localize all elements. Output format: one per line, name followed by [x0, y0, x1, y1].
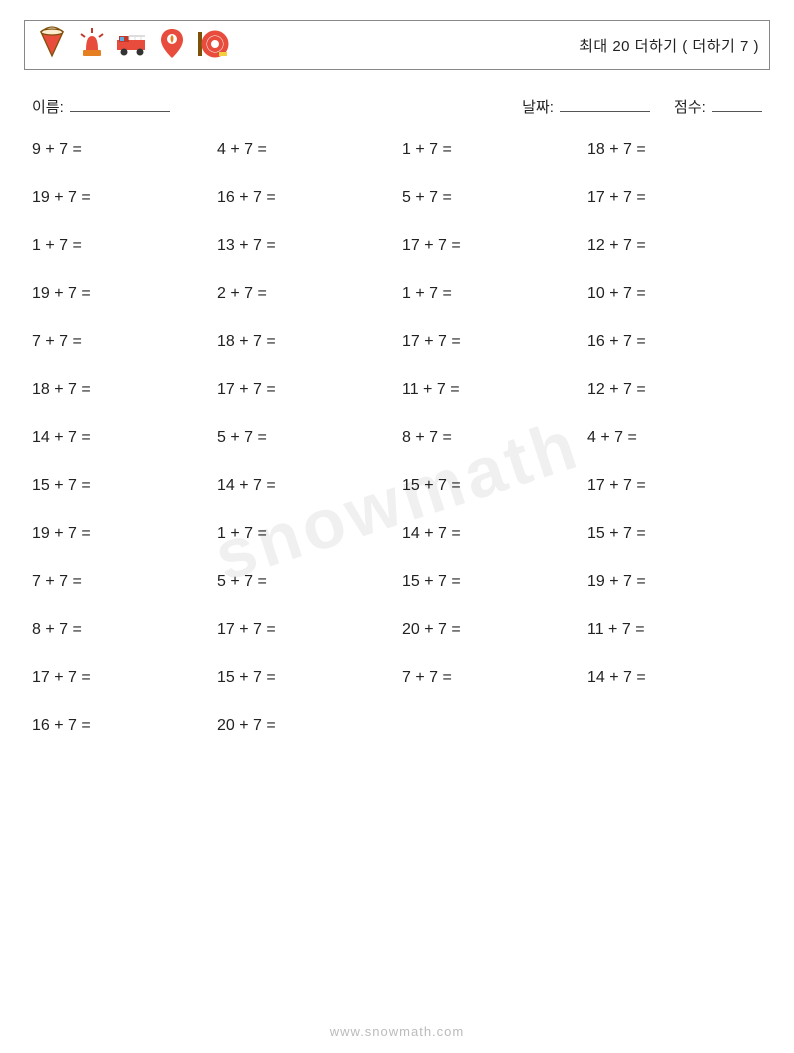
problem-cell: 8 + 7 =	[402, 429, 577, 447]
problem-cell: 5 + 7 =	[217, 429, 392, 447]
name-label: 이름:	[32, 99, 64, 116]
problem-cell: 11 + 7 =	[402, 381, 577, 399]
problem-cell	[587, 717, 762, 735]
problem-cell: 1 + 7 =	[32, 237, 207, 255]
problem-cell: 7 + 7 =	[32, 573, 207, 591]
problem-cell: 15 + 7 =	[402, 477, 577, 495]
problem-cell: 4 + 7 =	[587, 429, 762, 447]
problem-cell: 18 + 7 =	[587, 141, 762, 159]
firetruck-icon	[115, 26, 149, 65]
problem-cell: 15 + 7 =	[587, 525, 762, 543]
problem-cell: 9 + 7 =	[32, 141, 207, 159]
meta-row: 이름: 날짜: 점수:	[32, 96, 762, 117]
problem-cell: 17 + 7 =	[402, 333, 577, 351]
problem-cell: 20 + 7 =	[217, 717, 392, 735]
problem-cell: 11 + 7 =	[587, 621, 762, 639]
score-field: 점수:	[674, 96, 762, 117]
problem-cell: 14 + 7 =	[587, 669, 762, 687]
problem-cell: 10 + 7 =	[587, 285, 762, 303]
problem-cell: 5 + 7 =	[217, 573, 392, 591]
problem-cell: 1 + 7 =	[217, 525, 392, 543]
problem-cell: 15 + 7 =	[32, 477, 207, 495]
problem-cell: 16 + 7 =	[587, 333, 762, 351]
problem-cell: 18 + 7 =	[217, 333, 392, 351]
problem-cell: 12 + 7 =	[587, 381, 762, 399]
score-label: 점수:	[674, 99, 706, 116]
worksheet-title: 최대 20 더하기 ( 더하기 7 )	[579, 35, 759, 56]
problem-cell: 19 + 7 =	[32, 285, 207, 303]
problem-cell: 17 + 7 =	[217, 621, 392, 639]
bucket-icon	[35, 26, 69, 65]
siren-icon	[75, 26, 109, 65]
problem-cell: 20 + 7 =	[402, 621, 577, 639]
date-label: 날짜:	[522, 99, 554, 116]
score-blank[interactable]	[712, 97, 762, 112]
problem-cell: 2 + 7 =	[217, 285, 392, 303]
problem-cell: 16 + 7 =	[32, 717, 207, 735]
problem-cell: 7 + 7 =	[32, 333, 207, 351]
date-field: 날짜:	[522, 96, 650, 117]
problem-grid: 9 + 7 = 4 + 7 = 1 + 7 = 18 + 7 = 19 + 7 = 16 …	[32, 141, 762, 735]
hose-icon	[195, 26, 229, 65]
problem-cell: 12 + 7 =	[587, 237, 762, 255]
problem-cell: 19 + 7 =	[32, 189, 207, 207]
problem-cell: 19 + 7 =	[32, 525, 207, 543]
problem-cell: 13 + 7 =	[217, 237, 392, 255]
problem-cell: 14 + 7 =	[32, 429, 207, 447]
problem-cell: 17 + 7 =	[587, 477, 762, 495]
header-box: 최대 20 더하기 ( 더하기 7 )	[24, 20, 770, 70]
problem-cell: 17 + 7 =	[402, 237, 577, 255]
problem-cell	[402, 717, 577, 735]
date-blank[interactable]	[560, 97, 650, 112]
problem-cell: 17 + 7 =	[32, 669, 207, 687]
problem-cell: 7 + 7 =	[402, 669, 577, 687]
problem-cell: 1 + 7 =	[402, 285, 577, 303]
footer-url: www.snowmath.com	[0, 1024, 794, 1039]
problem-cell: 14 + 7 =	[217, 477, 392, 495]
problem-cell: 8 + 7 =	[32, 621, 207, 639]
problem-cell: 15 + 7 =	[402, 573, 577, 591]
problem-cell: 15 + 7 =	[217, 669, 392, 687]
problem-cell: 14 + 7 =	[402, 525, 577, 543]
header-icons	[35, 26, 229, 65]
problem-cell: 4 + 7 =	[217, 141, 392, 159]
name-blank[interactable]	[70, 97, 170, 112]
problem-cell: 17 + 7 =	[217, 381, 392, 399]
problem-cell: 16 + 7 =	[217, 189, 392, 207]
location-icon	[155, 26, 189, 65]
name-field: 이름:	[32, 96, 170, 117]
problem-cell: 17 + 7 =	[587, 189, 762, 207]
problem-cell: 18 + 7 =	[32, 381, 207, 399]
problem-cell: 5 + 7 =	[402, 189, 577, 207]
problem-cell: 19 + 7 =	[587, 573, 762, 591]
problem-cell: 1 + 7 =	[402, 141, 577, 159]
